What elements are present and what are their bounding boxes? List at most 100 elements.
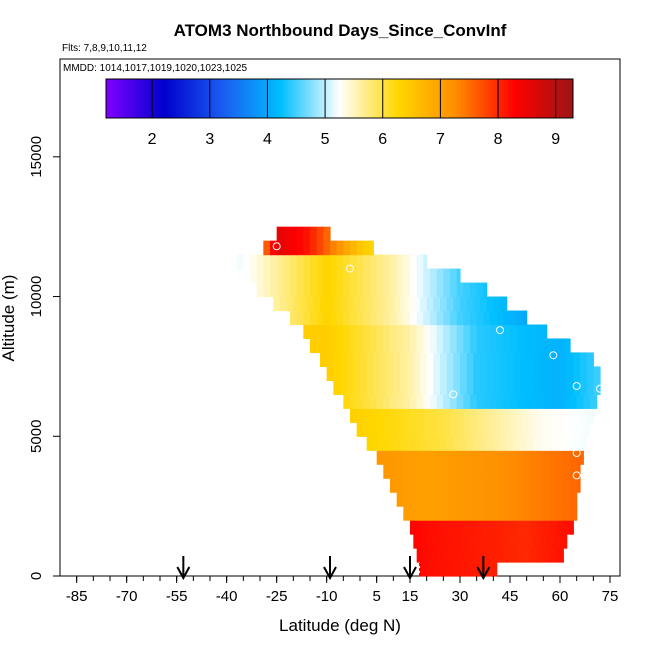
heat-cell <box>580 380 588 395</box>
heat-cell <box>566 366 574 381</box>
heat-cell <box>436 492 444 507</box>
heat-cell <box>323 226 331 242</box>
heat-cell <box>453 366 461 381</box>
heat-cell <box>433 436 441 451</box>
heat-cell <box>516 324 524 340</box>
heat-cell <box>336 268 344 284</box>
heat-cell <box>476 338 484 354</box>
heat-cell <box>280 296 288 312</box>
heat-cell <box>436 394 444 409</box>
heat-cell <box>523 394 531 409</box>
heat-cell <box>316 240 324 256</box>
heat-cell <box>563 506 571 521</box>
heat-cell <box>483 506 491 521</box>
heat-cell <box>513 366 521 381</box>
heat-cell <box>420 534 428 549</box>
heat-cell <box>516 394 524 409</box>
heat-cell <box>456 338 464 354</box>
heat-cell <box>510 506 518 521</box>
heat-cell <box>393 352 401 367</box>
heat-cell <box>296 254 304 270</box>
heat-cell <box>376 408 384 423</box>
heat-cell <box>430 338 438 354</box>
heat-cell <box>343 240 351 256</box>
heat-cell <box>496 548 504 563</box>
heat-cell <box>530 324 538 340</box>
heat-cell <box>380 380 388 395</box>
heat-cell <box>323 324 331 340</box>
heat-cell <box>413 436 421 451</box>
heat-cell <box>433 366 441 381</box>
chart-title: ATOM3 Northbound Days_Since_ConvInf <box>174 21 507 40</box>
heat-cell <box>410 506 418 521</box>
heat-cell <box>590 408 594 423</box>
heat-cell <box>410 394 418 409</box>
heat-cell <box>370 240 374 256</box>
heat-cell <box>343 268 351 284</box>
heat-cell <box>523 422 531 437</box>
heat-cell <box>383 464 391 479</box>
heat-cell <box>386 366 394 381</box>
heat-cell <box>433 352 441 367</box>
heat-cell <box>426 366 434 381</box>
heat-cell <box>456 478 464 493</box>
heat-cell <box>556 548 564 563</box>
heat-cell <box>523 450 531 465</box>
heat-cell <box>476 478 484 493</box>
heat-cell <box>396 254 404 270</box>
heat-cell <box>396 324 404 340</box>
heat-cell <box>310 254 318 270</box>
heat-cell <box>493 436 501 451</box>
heat-cell <box>390 268 398 284</box>
heat-cell <box>406 436 414 451</box>
heat-cell <box>466 534 474 549</box>
heat-cell <box>410 310 418 326</box>
heat-cell <box>473 436 481 451</box>
heat-cell <box>303 324 311 340</box>
heat-cell <box>500 534 508 549</box>
heat-cell <box>540 380 548 395</box>
heat-cell <box>490 520 498 535</box>
heat-cell <box>530 422 538 437</box>
heat-cell <box>486 534 494 549</box>
heat-cell <box>430 408 438 423</box>
heat-cell <box>463 310 471 326</box>
heat-cell <box>586 366 594 381</box>
heat-cell <box>320 352 328 367</box>
heat-cell <box>546 534 554 549</box>
heat-cell <box>540 534 548 549</box>
heat-cell <box>540 366 548 381</box>
heat-cell <box>236 254 244 270</box>
heat-cell <box>453 296 461 312</box>
sample-point <box>449 390 458 399</box>
heat-cell <box>376 338 384 354</box>
flight-arrow <box>176 556 191 581</box>
heat-cell <box>370 254 378 270</box>
heat-cell <box>326 352 334 367</box>
heat-cell <box>386 380 394 395</box>
x-tick-label: -70 <box>116 588 138 605</box>
heat-cell <box>510 520 518 535</box>
heat-cell <box>300 296 308 312</box>
heat-cell <box>550 422 558 437</box>
heat-cell <box>530 450 538 465</box>
heat-cell <box>496 408 504 423</box>
heat-cell <box>370 310 378 326</box>
heat-cell <box>363 324 371 340</box>
heat-cell <box>580 366 588 381</box>
heat-cell <box>450 394 458 409</box>
heat-cell <box>543 478 551 493</box>
heat-cell <box>336 282 344 298</box>
heat-cell <box>550 338 558 354</box>
heat-cell <box>356 310 364 326</box>
heat-cell <box>563 422 571 437</box>
heat-cell <box>500 366 508 381</box>
heat-cell <box>566 352 574 367</box>
heat-cell <box>420 352 428 367</box>
heat-cell <box>446 352 454 367</box>
heat-cell <box>363 408 371 423</box>
heat-cell <box>570 478 578 493</box>
heat-cell <box>423 254 428 270</box>
heat-cell <box>576 422 584 437</box>
heat-cell <box>513 436 521 451</box>
